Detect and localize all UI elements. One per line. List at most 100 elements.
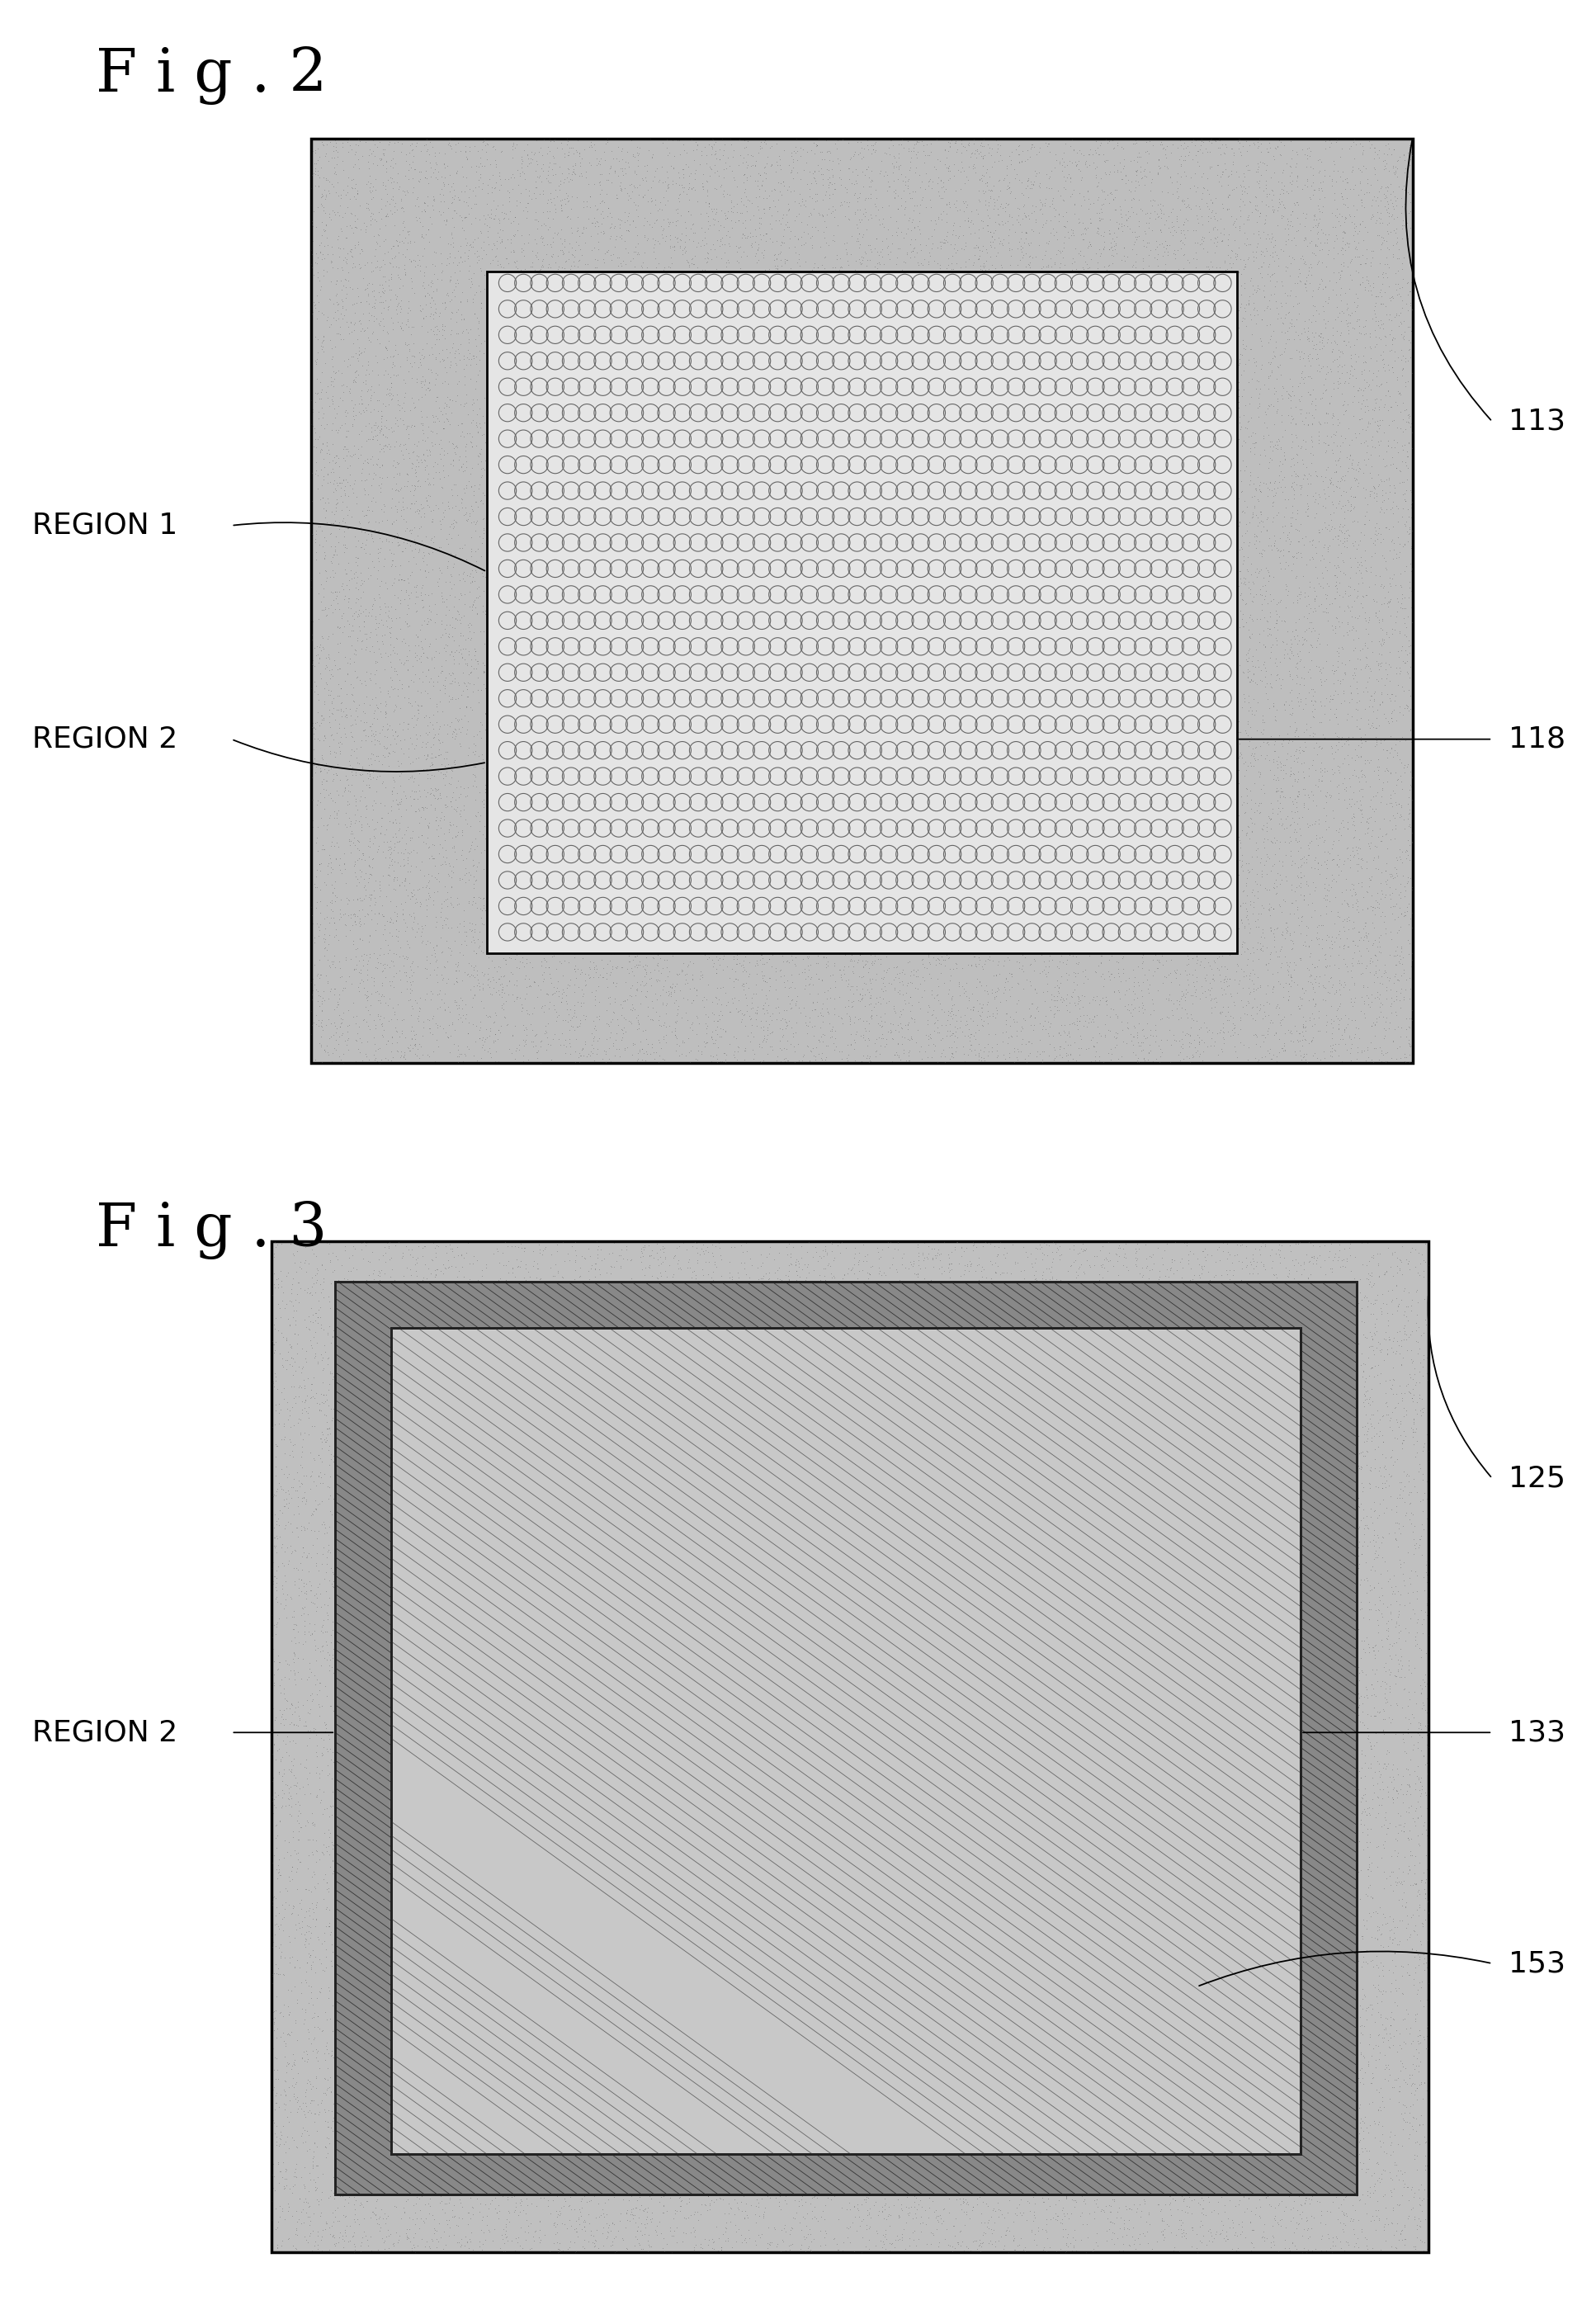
Point bbox=[964, 2222, 990, 2259]
Point bbox=[702, 1012, 728, 1049]
Point bbox=[460, 917, 485, 954]
Point bbox=[951, 975, 977, 1012]
Point bbox=[948, 342, 974, 379]
Point bbox=[640, 792, 666, 829]
Point bbox=[1103, 672, 1128, 709]
Point bbox=[841, 926, 867, 963]
Point bbox=[921, 979, 946, 1016]
Point bbox=[1369, 266, 1395, 303]
Point bbox=[476, 517, 501, 554]
Point bbox=[509, 993, 535, 1030]
Point bbox=[934, 936, 959, 973]
Point bbox=[1264, 1037, 1290, 1074]
Point bbox=[1272, 222, 1298, 259]
Point bbox=[793, 263, 819, 300]
Point bbox=[1026, 755, 1052, 792]
Point bbox=[511, 132, 536, 169]
Point bbox=[1178, 850, 1203, 887]
Point bbox=[535, 270, 560, 307]
Point bbox=[1036, 349, 1061, 386]
Point bbox=[351, 561, 377, 598]
Point bbox=[402, 626, 428, 663]
Point bbox=[286, 1684, 311, 1721]
Point bbox=[1392, 2169, 1417, 2206]
Point bbox=[1111, 929, 1136, 966]
Point bbox=[1234, 286, 1259, 323]
Point bbox=[926, 982, 951, 1019]
Point bbox=[895, 263, 921, 300]
Point bbox=[1307, 319, 1333, 356]
Point bbox=[801, 393, 827, 430]
Point bbox=[362, 691, 388, 728]
Point bbox=[1125, 501, 1151, 538]
Point bbox=[790, 954, 816, 991]
Point bbox=[1366, 277, 1392, 314]
Point bbox=[798, 802, 824, 839]
Point bbox=[664, 991, 689, 1028]
Point bbox=[895, 963, 921, 1000]
Point bbox=[903, 400, 929, 437]
Point bbox=[335, 1261, 361, 1298]
Point bbox=[1077, 476, 1103, 513]
Point bbox=[1163, 591, 1189, 628]
Point bbox=[1151, 358, 1176, 395]
Point bbox=[1015, 178, 1041, 215]
Point bbox=[1270, 635, 1296, 672]
Point bbox=[653, 1016, 678, 1053]
Point bbox=[672, 446, 697, 483]
Point bbox=[385, 834, 410, 871]
Point bbox=[785, 141, 811, 178]
Point bbox=[1365, 663, 1390, 700]
Point bbox=[492, 986, 517, 1023]
Point bbox=[348, 561, 373, 598]
Point bbox=[535, 381, 560, 418]
Point bbox=[1349, 2017, 1374, 2054]
Point bbox=[1133, 439, 1159, 476]
Point bbox=[855, 1021, 881, 1058]
Point bbox=[752, 173, 777, 210]
Point bbox=[1298, 377, 1323, 413]
Point bbox=[602, 580, 627, 617]
Point bbox=[298, 1458, 324, 1495]
Point bbox=[417, 372, 442, 409]
Point bbox=[1377, 582, 1403, 619]
Point bbox=[305, 1568, 330, 1605]
Point bbox=[736, 698, 761, 735]
Point bbox=[910, 899, 935, 936]
Point bbox=[806, 120, 832, 157]
Point bbox=[1069, 416, 1095, 453]
Point bbox=[321, 827, 346, 864]
Point bbox=[1238, 185, 1264, 222]
Point bbox=[1266, 531, 1291, 568]
Point bbox=[504, 2225, 530, 2261]
Point bbox=[666, 286, 691, 323]
Point bbox=[1344, 342, 1369, 379]
Point bbox=[824, 469, 849, 506]
Point bbox=[669, 582, 694, 619]
Point bbox=[602, 993, 627, 1030]
Point bbox=[1264, 875, 1290, 912]
Point bbox=[879, 487, 905, 524]
Point bbox=[1275, 797, 1301, 834]
Point bbox=[618, 259, 643, 296]
Point bbox=[1178, 1016, 1203, 1053]
Point bbox=[1408, 1317, 1433, 1354]
Point bbox=[474, 561, 500, 598]
Point bbox=[624, 284, 650, 321]
Point bbox=[319, 892, 345, 929]
Point bbox=[908, 894, 934, 931]
Point bbox=[386, 249, 412, 286]
Point bbox=[967, 407, 993, 444]
Point bbox=[632, 977, 658, 1014]
Point bbox=[875, 393, 900, 430]
Point bbox=[710, 968, 736, 1005]
Point bbox=[535, 226, 560, 263]
Point bbox=[934, 693, 959, 730]
Point bbox=[330, 993, 356, 1030]
Point bbox=[1149, 531, 1175, 568]
Point bbox=[1310, 215, 1336, 252]
Point bbox=[1381, 2169, 1406, 2206]
Point bbox=[1171, 739, 1197, 776]
Point bbox=[282, 2065, 308, 2102]
Point bbox=[967, 247, 993, 284]
